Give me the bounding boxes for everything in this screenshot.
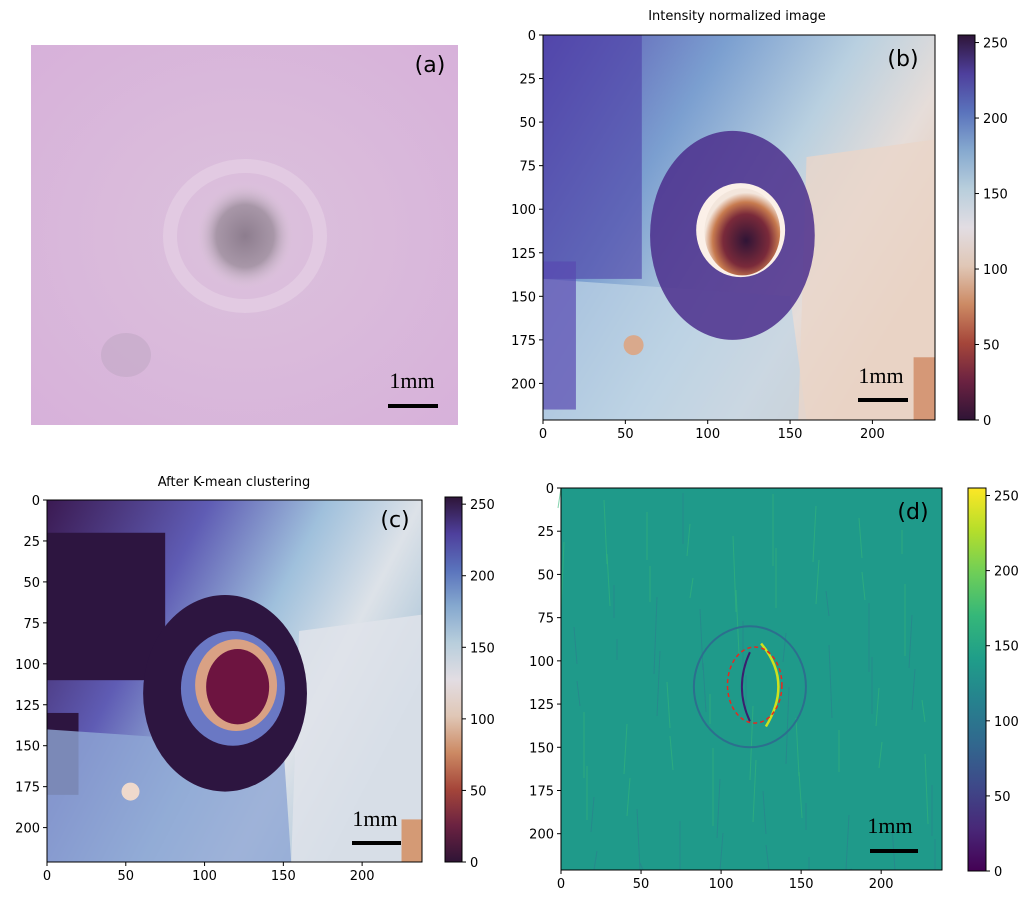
colorbar-tick-label: 0: [994, 865, 1002, 880]
patch: [543, 261, 576, 409]
y-tick-label: 200: [529, 828, 554, 843]
colorbar-tick-label: 250: [470, 498, 495, 513]
x-tick-label: 200: [860, 427, 885, 442]
scale-bar-label: 1mm: [352, 806, 397, 831]
y-tick-label: 150: [529, 741, 554, 756]
y-tick-label: 175: [511, 334, 536, 349]
x-tick-label: 150: [789, 877, 814, 892]
colorbar-tick-label: 150: [994, 640, 1019, 655]
colorbar-tick-label: 50: [470, 784, 487, 799]
y-tick-label: 175: [529, 784, 554, 799]
colorbar-tick-label: 150: [470, 641, 495, 656]
panel: 0 50 100 150 200 0 25 50 75 100 125 150 175 200 0 50 100…: [529, 482, 1019, 892]
patch: [47, 533, 165, 680]
y-tick-label: 100: [529, 655, 554, 670]
colorbar-tick-label: 200: [470, 570, 495, 585]
y-tick-label: 125: [511, 247, 536, 262]
colorbar-tick-label: 200: [994, 565, 1019, 580]
x-tick-label: 100: [192, 869, 217, 884]
colorbar: [968, 488, 986, 871]
y-tick-label: 100: [511, 203, 536, 218]
colorbar-tick-label: 150: [983, 188, 1008, 203]
colorbar-tick-label: 50: [983, 339, 1000, 354]
scale-bar-label: 1mm: [858, 363, 903, 388]
colorbar-tick-label: 100: [983, 263, 1008, 278]
lesion: [206, 649, 269, 724]
panel: After K-mean clustering 0 50 100 150 200 0 25 50…: [15, 475, 495, 884]
spot: [122, 783, 140, 801]
x-tick-label: 50: [118, 869, 135, 884]
y-tick-label: 75: [537, 612, 554, 627]
x-tick-label: 50: [617, 427, 634, 442]
y-tick-label: 200: [511, 377, 536, 392]
panel-title: Intensity normalized image: [648, 9, 826, 24]
y-tick-label: 0: [546, 482, 554, 497]
x-tick-label: 100: [695, 427, 720, 442]
x-tick-label: 150: [271, 869, 296, 884]
y-tick-label: 50: [537, 568, 554, 583]
colorbar: [958, 35, 975, 420]
y-tick-label: 125: [529, 698, 554, 713]
patch: [402, 819, 422, 862]
colorbar-tick-label: 250: [994, 490, 1019, 505]
x-tick-label: 0: [43, 869, 51, 884]
colorbar-tick-label: 200: [983, 112, 1008, 127]
y-tick-label: 50: [519, 116, 536, 131]
y-tick-label: 150: [15, 740, 40, 755]
spot: [101, 333, 151, 377]
panel-label: (a): [415, 53, 446, 78]
y-tick-label: 25: [519, 73, 536, 88]
y-tick-label: 100: [15, 658, 40, 673]
y-tick-label: 75: [23, 617, 40, 632]
y-tick-label: 175: [15, 781, 40, 796]
colorbar-tick-label: 50: [994, 790, 1011, 805]
colorbar-tick-label: 0: [470, 856, 478, 871]
indent: [197, 184, 293, 288]
y-tick-label: 200: [15, 822, 40, 837]
patch: [914, 357, 935, 420]
scale-bar-label: 1mm: [389, 368, 434, 393]
y-tick-label: 125: [15, 699, 40, 714]
panel: (a) 1mm: [31, 45, 458, 425]
x-tick-label: 200: [350, 869, 375, 884]
patch: [543, 35, 642, 279]
colorbar-tick-label: 0: [983, 414, 991, 429]
y-tick-label: 25: [23, 535, 40, 550]
x-tick-label: 150: [778, 427, 803, 442]
x-tick-label: 100: [709, 877, 734, 892]
panel: Intensity normalized image 0 50 100 150 200 0 2…: [511, 9, 1008, 442]
x-tick-label: 50: [633, 877, 650, 892]
y-tick-label: 25: [537, 525, 554, 540]
colorbar-tick-label: 100: [470, 713, 495, 728]
y-tick-label: 150: [511, 290, 536, 305]
y-tick-label: 50: [23, 576, 40, 591]
scale-bar-label: 1mm: [867, 813, 912, 838]
colorbar: [445, 497, 462, 862]
figure: (a) 1mm Intensity normalized image 0 50 100 15…: [0, 0, 1021, 895]
panel-label: (d): [897, 500, 928, 525]
lesion: [704, 188, 780, 275]
panel-label: (c): [380, 508, 409, 533]
x-tick-label: 0: [557, 877, 565, 892]
panel-title: After K-mean clustering: [158, 475, 311, 490]
spot: [624, 335, 644, 355]
y-tick-label: 0: [32, 494, 40, 509]
y-tick-label: 75: [519, 160, 536, 175]
colorbar-tick-label: 100: [994, 715, 1019, 730]
x-tick-label: 200: [869, 877, 894, 892]
x-tick-label: 0: [539, 427, 547, 442]
panel-label: (b): [887, 47, 918, 72]
colorbar-tick-label: 250: [983, 37, 1008, 52]
y-tick-label: 0: [528, 29, 536, 44]
